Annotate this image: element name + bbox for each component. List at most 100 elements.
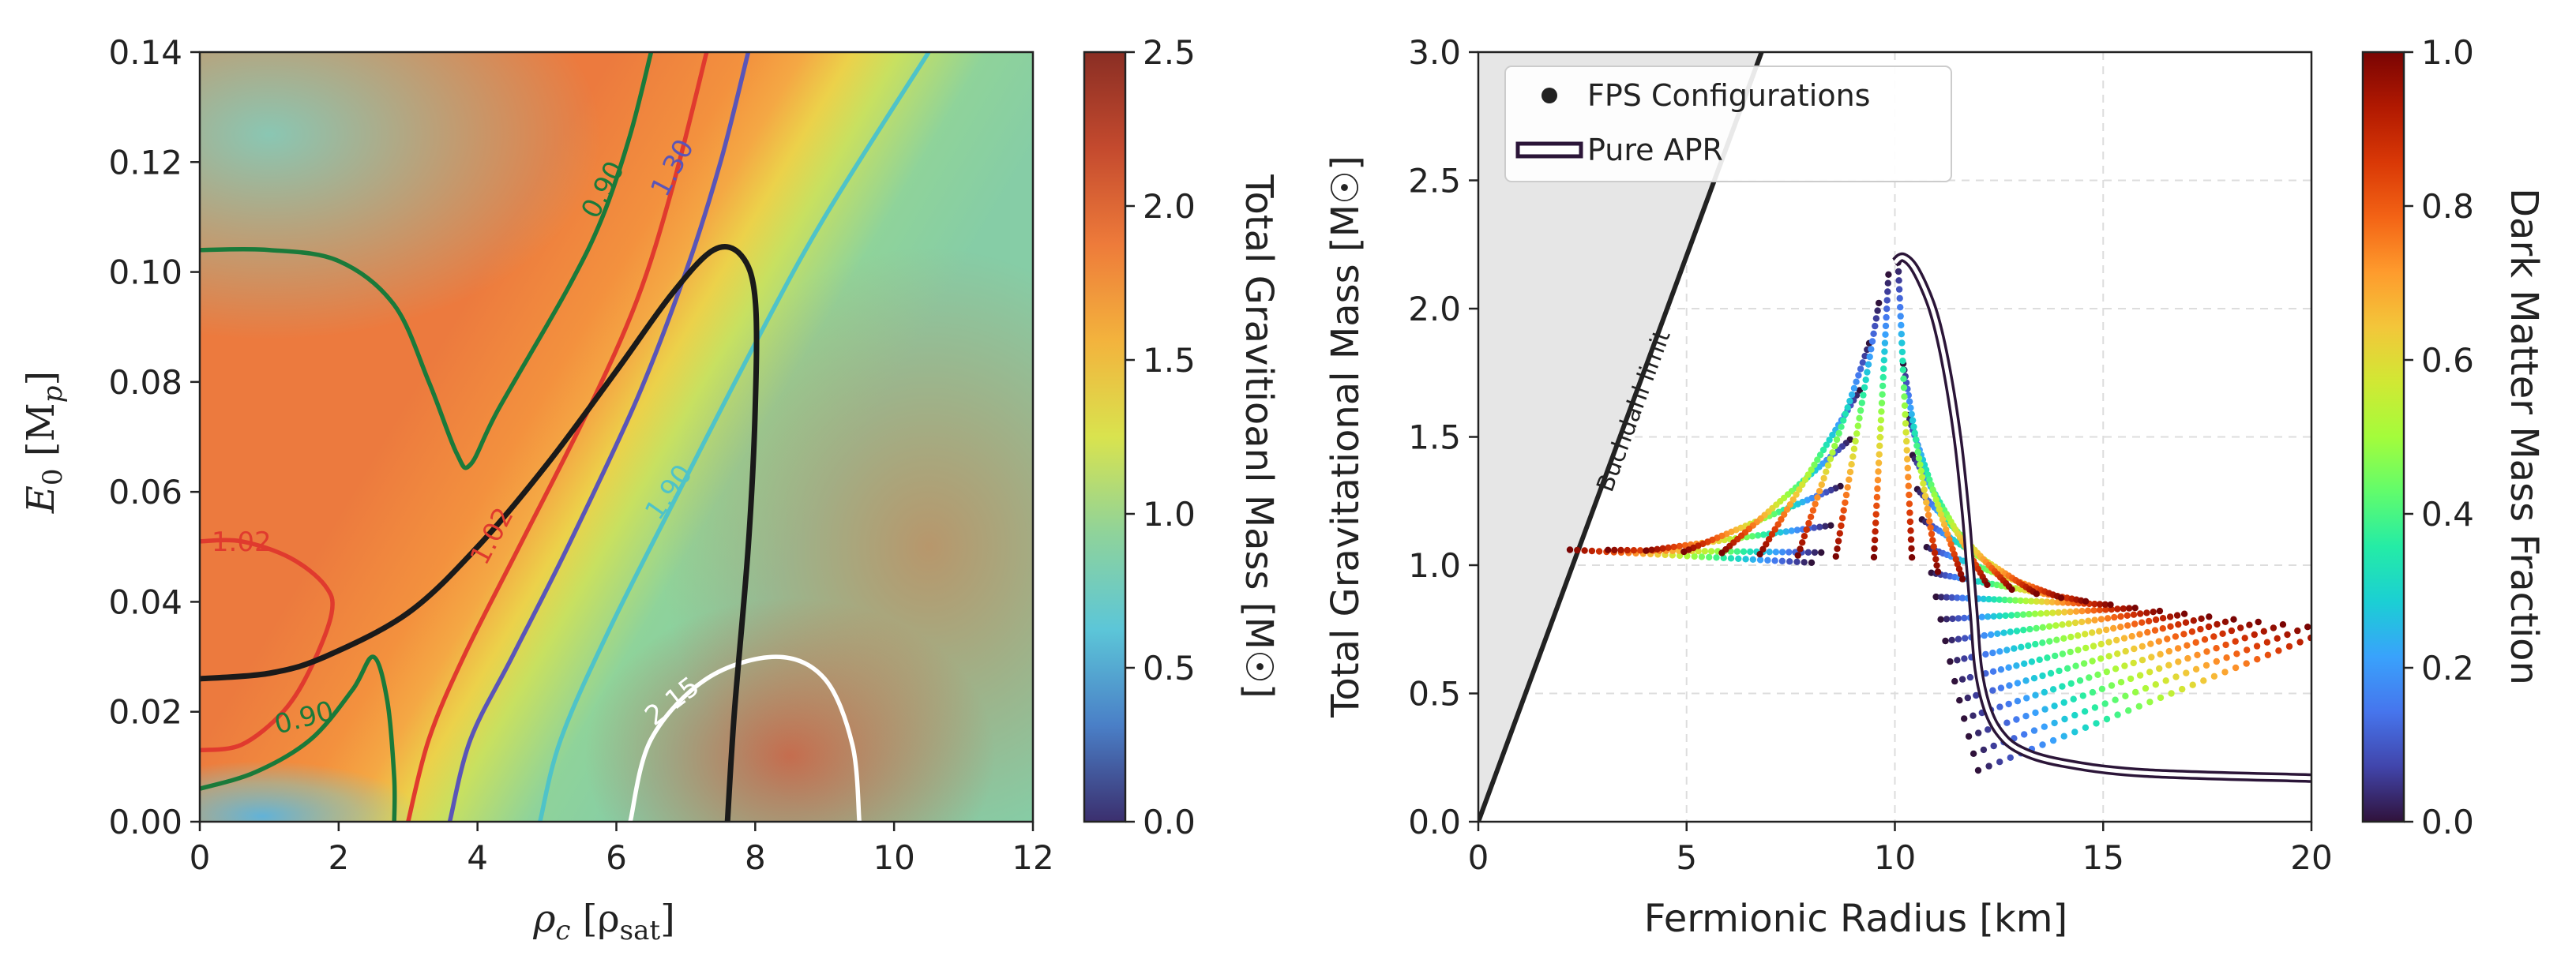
fps-point bbox=[2190, 617, 2197, 624]
fps-point bbox=[1874, 307, 1881, 314]
fps-point bbox=[2013, 628, 2021, 635]
fps-point bbox=[1908, 545, 1915, 553]
fps-point bbox=[1866, 353, 1873, 361]
fps-point bbox=[1574, 546, 1581, 554]
fps-point bbox=[1816, 452, 1824, 459]
fps-point bbox=[2008, 586, 2015, 594]
fps-point bbox=[2151, 627, 2159, 634]
fps-point bbox=[2055, 609, 2062, 616]
fps-point bbox=[2005, 700, 2012, 708]
y-tick-label: 0.10 bbox=[108, 253, 182, 292]
fps-point bbox=[1996, 613, 2003, 620]
fps-point bbox=[2167, 623, 2174, 630]
fps-point bbox=[2049, 686, 2057, 693]
fps-point bbox=[2284, 631, 2291, 639]
fps-point bbox=[2184, 642, 2191, 649]
fps-point bbox=[1970, 712, 1977, 719]
fps-point bbox=[2112, 696, 2119, 703]
fps-point bbox=[1659, 545, 1666, 552]
fps-point bbox=[1654, 545, 1661, 553]
y-tick-label: 0.5 bbox=[1408, 675, 1461, 714]
fps-point bbox=[1786, 558, 1793, 565]
fps-point bbox=[2139, 619, 2146, 626]
fps-point bbox=[1962, 635, 1969, 642]
fps-point bbox=[2051, 703, 2058, 710]
fps-point bbox=[2117, 613, 2124, 620]
fps-point bbox=[1913, 442, 1921, 449]
fps-point bbox=[2146, 669, 2154, 676]
legend-label-apr: Pure APR bbox=[1587, 133, 1723, 167]
y-tick-label: 0.08 bbox=[108, 363, 182, 402]
fps-point bbox=[1788, 527, 1795, 534]
fps-point bbox=[2125, 707, 2132, 714]
fps-point bbox=[2084, 607, 2092, 614]
fps-point bbox=[2033, 590, 2040, 598]
fps-point bbox=[2001, 596, 2008, 604]
fps-point bbox=[1878, 399, 1886, 407]
fps-point bbox=[2206, 613, 2213, 620]
fps-point bbox=[1829, 431, 1836, 439]
fps-point bbox=[1733, 548, 1740, 555]
fps-point bbox=[1840, 417, 1847, 424]
fps-point bbox=[2082, 598, 2090, 605]
fps-point bbox=[2093, 720, 2100, 727]
fps-point bbox=[1884, 279, 1891, 287]
fps-point bbox=[1898, 331, 1905, 338]
fps-point bbox=[1901, 402, 1909, 409]
right-colorbar-label: Dark Matter Mass Fraction bbox=[2502, 188, 2546, 685]
fps-point bbox=[1778, 515, 1785, 523]
fps-point bbox=[1955, 635, 1962, 643]
fps-point bbox=[1954, 594, 1961, 601]
fps-point bbox=[1951, 677, 1958, 685]
fps-point bbox=[1772, 549, 1780, 556]
fps-point bbox=[1980, 595, 1988, 602]
fps-point bbox=[2251, 631, 2258, 639]
fps-point bbox=[2047, 669, 2055, 677]
fps-point bbox=[1943, 616, 1951, 623]
fps-point bbox=[1824, 462, 1832, 469]
fps-point bbox=[1778, 557, 1786, 564]
fps-point bbox=[2067, 648, 2074, 656]
fps-point bbox=[2031, 610, 2039, 617]
fps-point bbox=[2007, 597, 2014, 604]
x-tick-label: 8 bbox=[745, 838, 766, 877]
fps-point bbox=[1794, 552, 1801, 559]
fps-point bbox=[1973, 691, 1980, 699]
fps-point bbox=[2120, 635, 2128, 642]
fps-point bbox=[2213, 658, 2220, 665]
heatmap-teal-region bbox=[200, 52, 601, 340]
fps-point bbox=[1883, 297, 1891, 304]
right-y-ticks: 0.0 0.5 1.0 1.5 2.0 2.5 3.0 bbox=[1408, 33, 1478, 841]
fps-point bbox=[1987, 631, 1995, 639]
fps-point bbox=[2294, 627, 2301, 635]
fps-point bbox=[2103, 626, 2110, 634]
fps-point bbox=[1920, 480, 1927, 487]
fps-point bbox=[2089, 688, 2097, 696]
fps-point bbox=[1630, 547, 1638, 554]
fps-point bbox=[1842, 410, 1849, 418]
fps-point bbox=[2156, 665, 2163, 673]
fps-point bbox=[2063, 665, 2071, 672]
fps-point bbox=[2263, 639, 2271, 646]
fps-point bbox=[1876, 451, 1883, 458]
fps-point bbox=[1812, 500, 1819, 508]
fps-point bbox=[1884, 288, 1891, 295]
fps-point bbox=[2082, 724, 2090, 731]
fps-point bbox=[1904, 455, 1911, 463]
fps-point bbox=[2033, 624, 2040, 632]
fps-point bbox=[1906, 491, 1913, 499]
fps-point bbox=[1921, 486, 1928, 493]
fps-point bbox=[2108, 682, 2116, 689]
fps-point bbox=[2052, 652, 2059, 660]
fps-point bbox=[1902, 429, 1909, 436]
fps-point bbox=[2097, 616, 2105, 623]
fps-point bbox=[1850, 384, 1858, 392]
fps-point bbox=[1831, 442, 1838, 450]
fps-point bbox=[1836, 530, 1843, 537]
fps-point bbox=[2221, 618, 2229, 625]
fps-point bbox=[2061, 715, 2068, 723]
fps-point bbox=[1842, 491, 1850, 499]
fps-point bbox=[2111, 613, 2118, 621]
fps-point bbox=[2086, 674, 2093, 681]
fps-point bbox=[2135, 703, 2142, 710]
